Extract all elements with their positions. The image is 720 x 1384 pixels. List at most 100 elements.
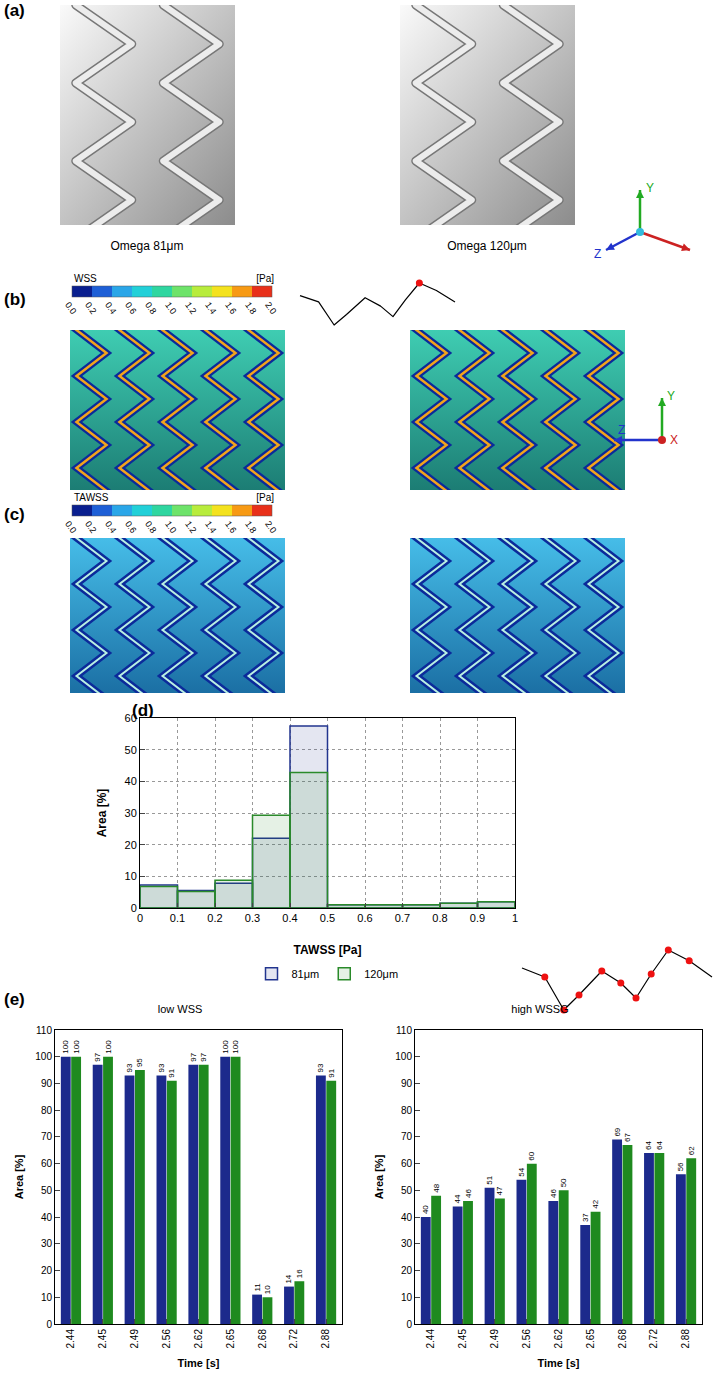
- svg-text:20: 20: [41, 1265, 53, 1276]
- svg-text:93: 93: [316, 1063, 325, 1072]
- svg-text:Omega 81μm: Omega 81μm: [111, 239, 184, 253]
- svg-text:91: 91: [327, 1068, 336, 1077]
- svg-text:0.1: 0.1: [170, 912, 185, 924]
- svg-text:2.88: 2.88: [320, 1329, 331, 1349]
- svg-text:0: 0: [131, 902, 137, 914]
- svg-text:1.2: 1.2: [183, 519, 198, 535]
- svg-text:2.62: 2.62: [553, 1329, 564, 1349]
- svg-text:10: 10: [41, 1292, 53, 1303]
- svg-text:0.6: 0.6: [123, 519, 138, 535]
- svg-text:0.2: 0.2: [83, 519, 98, 535]
- svg-text:80: 80: [401, 1105, 413, 1116]
- svg-text:(b): (b): [4, 290, 26, 309]
- svg-text:0.4: 0.4: [282, 912, 297, 924]
- svg-text:46: 46: [464, 1189, 473, 1198]
- svg-text:2.44: 2.44: [65, 1329, 76, 1349]
- svg-text:2.49: 2.49: [129, 1329, 140, 1349]
- svg-text:40: 40: [401, 1212, 413, 1223]
- svg-text:10: 10: [401, 1292, 413, 1303]
- svg-text:2.72: 2.72: [288, 1329, 299, 1349]
- svg-text:0: 0: [406, 1319, 412, 1330]
- svg-text:11: 11: [253, 1283, 262, 1292]
- svg-text:0: 0: [46, 1319, 52, 1330]
- svg-text:0.9: 0.9: [470, 912, 485, 924]
- svg-text:2.49: 2.49: [489, 1329, 500, 1349]
- svg-text:[Pa]: [Pa]: [256, 273, 274, 284]
- svg-text:91: 91: [167, 1068, 176, 1077]
- svg-text:97: 97: [93, 1052, 102, 1061]
- svg-text:2.45: 2.45: [97, 1329, 108, 1349]
- svg-text:40: 40: [125, 775, 137, 787]
- svg-text:1.0: 1.0: [163, 300, 178, 316]
- svg-text:2.88: 2.88: [680, 1329, 691, 1349]
- svg-text:(a): (a): [4, 1, 25, 20]
- svg-text:X: X: [670, 433, 678, 447]
- svg-text:2.45: 2.45: [457, 1329, 468, 1349]
- svg-text:TAWSS [Pa]: TAWSS [Pa]: [294, 943, 362, 957]
- svg-text:Y: Y: [667, 389, 675, 403]
- svg-text:48: 48: [432, 1183, 441, 1192]
- svg-text:64: 64: [644, 1141, 653, 1150]
- svg-text:44: 44: [453, 1194, 462, 1203]
- svg-text:1.6: 1.6: [223, 519, 238, 535]
- svg-text:40: 40: [421, 1205, 430, 1214]
- svg-text:100: 100: [231, 1040, 240, 1054]
- svg-text:90: 90: [41, 1078, 53, 1089]
- svg-text:2.0: 2.0: [263, 300, 278, 316]
- svg-text:Time [s]: Time [s]: [538, 1357, 580, 1369]
- svg-text:95: 95: [135, 1058, 144, 1067]
- svg-text:54: 54: [517, 1167, 526, 1176]
- svg-text:64: 64: [655, 1141, 664, 1150]
- svg-text:0.0: 0.0: [63, 300, 78, 316]
- svg-text:Area [%]: Area [%]: [13, 1154, 25, 1199]
- svg-text:[Pa]: [Pa]: [256, 492, 274, 503]
- svg-text:low WSS: low WSS: [158, 1003, 203, 1015]
- svg-text:0.7: 0.7: [395, 912, 410, 924]
- svg-text:2.56: 2.56: [521, 1329, 532, 1349]
- svg-text:100: 100: [35, 1051, 52, 1062]
- svg-text:47: 47: [495, 1186, 504, 1195]
- svg-text:Y: Y: [646, 181, 654, 195]
- svg-text:30: 30: [41, 1238, 53, 1249]
- svg-text:93: 93: [125, 1063, 134, 1072]
- svg-text:Omega 120μm: Omega 120μm: [447, 239, 527, 253]
- svg-text:2.65: 2.65: [585, 1329, 596, 1349]
- svg-text:14: 14: [284, 1274, 293, 1283]
- svg-text:0.6: 0.6: [123, 300, 138, 316]
- svg-text:67: 67: [623, 1132, 632, 1141]
- svg-text:100: 100: [61, 1040, 70, 1054]
- svg-text:93: 93: [157, 1063, 166, 1072]
- svg-text:2.56: 2.56: [161, 1329, 172, 1349]
- svg-text:69: 69: [613, 1127, 622, 1136]
- svg-text:10: 10: [263, 1285, 272, 1294]
- svg-text:2.68: 2.68: [617, 1329, 628, 1349]
- svg-text:0.0: 0.0: [63, 519, 78, 535]
- svg-text:Time [s]: Time [s]: [178, 1357, 220, 1369]
- svg-text:50: 50: [41, 1185, 53, 1196]
- svg-text:37: 37: [581, 1213, 590, 1222]
- svg-text:70: 70: [401, 1131, 413, 1142]
- svg-text:100: 100: [395, 1051, 412, 1062]
- svg-text:Area [%]: Area [%]: [95, 789, 109, 838]
- svg-text:0: 0: [137, 912, 143, 924]
- svg-text:51: 51: [485, 1175, 494, 1184]
- svg-text:30: 30: [401, 1238, 413, 1249]
- svg-text:60: 60: [125, 712, 137, 724]
- svg-text:50: 50: [559, 1178, 568, 1187]
- svg-text:Z: Z: [594, 247, 601, 261]
- svg-text:1: 1: [512, 912, 518, 924]
- svg-text:(d): (d): [132, 701, 154, 720]
- svg-text:10: 10: [125, 870, 137, 882]
- svg-text:81μm: 81μm: [292, 968, 320, 980]
- svg-text:20: 20: [125, 839, 137, 851]
- svg-text:100: 100: [221, 1040, 230, 1054]
- svg-text:100: 100: [104, 1040, 113, 1054]
- svg-text:120μm: 120μm: [364, 968, 398, 980]
- svg-text:16: 16: [295, 1269, 304, 1278]
- svg-text:0.4: 0.4: [103, 300, 118, 316]
- svg-text:90: 90: [401, 1078, 413, 1089]
- svg-text:high WSSG: high WSSG: [511, 1003, 568, 1015]
- svg-text:0.8: 0.8: [432, 912, 447, 924]
- svg-text:1.4: 1.4: [203, 519, 218, 535]
- svg-text:56: 56: [676, 1162, 685, 1171]
